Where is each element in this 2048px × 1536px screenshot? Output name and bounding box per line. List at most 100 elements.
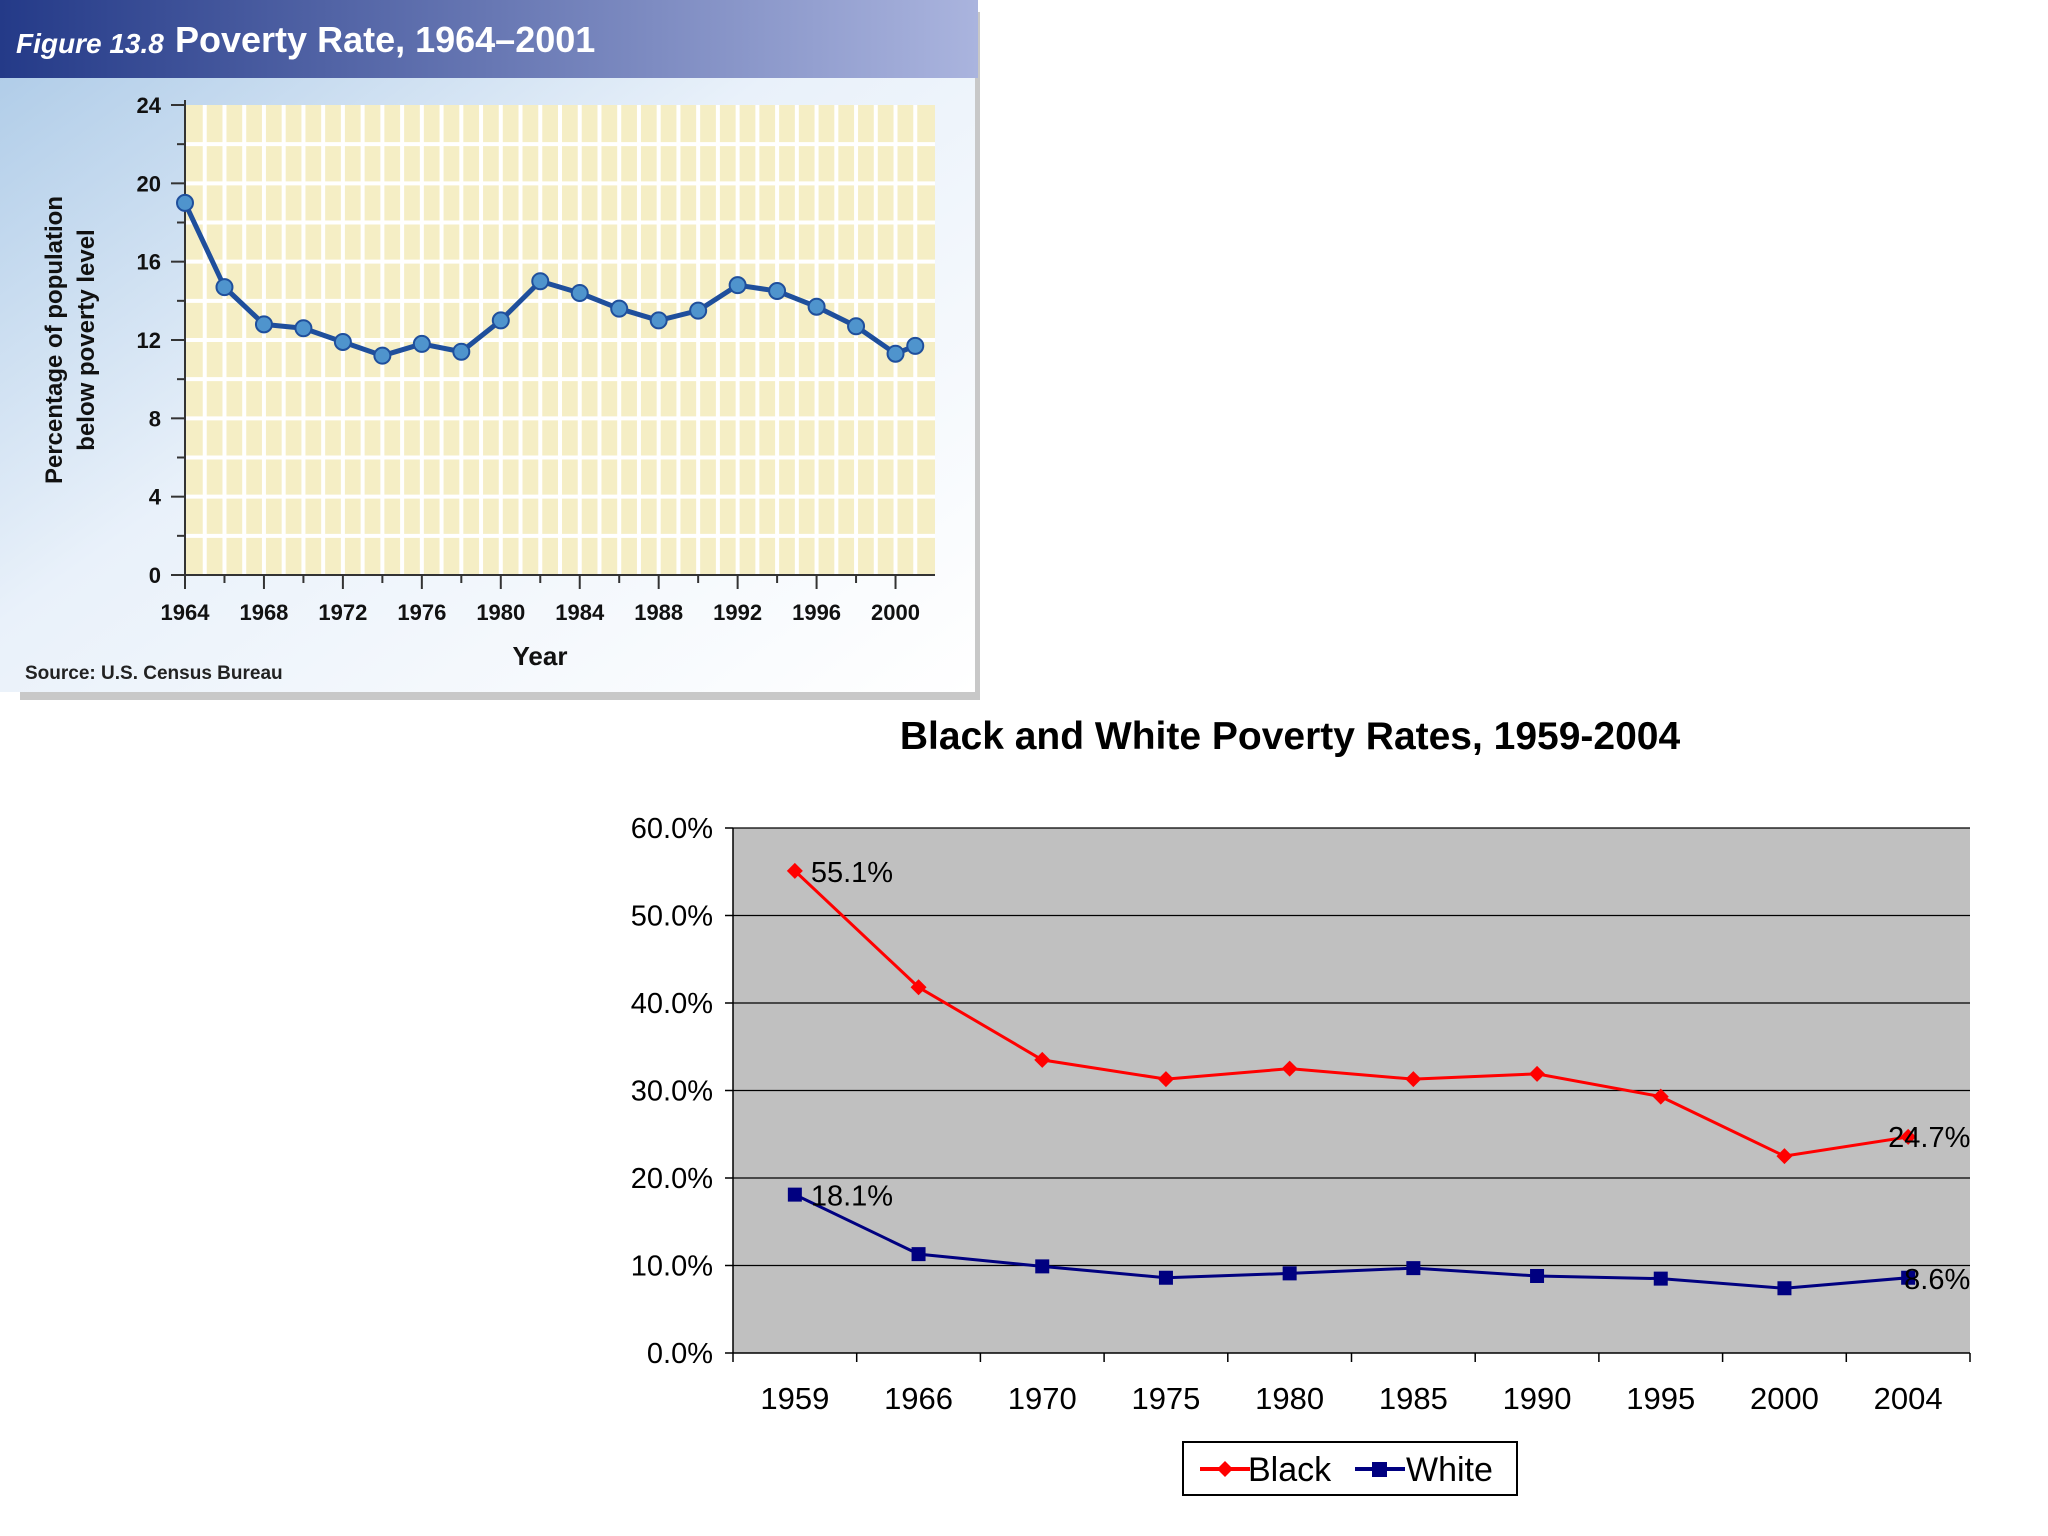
black-marker [1900, 1128, 1917, 1145]
x-tick-label: 1980 [476, 600, 525, 625]
black-marker [1529, 1065, 1546, 1082]
data-point [610, 299, 629, 318]
data-label-white-first: 18.1% [811, 1181, 893, 1213]
source-note: Source: U.S. Census Bureau [25, 663, 283, 684]
x-tick-label: 1976 [397, 600, 446, 625]
data-point [570, 284, 589, 302]
white-marker [1901, 1270, 1916, 1285]
data-point [294, 319, 313, 338]
y-tick-label: 50.0% [631, 901, 713, 933]
chart-title: Black and White Poverty Rates, 1959-2004 [900, 715, 1681, 758]
grid-lines [733, 827, 1970, 1267]
x-tick-label: 1995 [1626, 1381, 1695, 1416]
x-tick-labels: 1959 1966 1970 1975 1980 1985 1990 1995 2000 2004 [760, 1381, 1942, 1416]
data-points [176, 193, 925, 365]
black-white-poverty-chart: Black and White Poverty Rates, 1959-2004… [631, 715, 1971, 1496]
data-point [728, 276, 747, 295]
x-tick-label: 1970 [1008, 1381, 1077, 1416]
y-tick-label: 4 [149, 485, 162, 510]
y-tick-label: 24 [137, 93, 162, 118]
black-marker [1405, 1071, 1422, 1088]
grid-lines [185, 105, 935, 575]
y-tick-label: 10.0% [631, 1251, 713, 1283]
data-label-white-last: 8.6% [1904, 1264, 1970, 1296]
black-marker [786, 862, 803, 879]
y-tick-labels: 0.0% 10.0% 20.0% 30.0% 40.0% 50.0% 60.0% [631, 813, 713, 1370]
white-marker [1653, 1271, 1668, 1286]
data-point [215, 278, 234, 297]
white-marker [1158, 1270, 1173, 1285]
black-marker [910, 979, 927, 996]
x-tick-labels: 1964 1968 1972 1976 1980 1984 1988 1992 1996 2000 [161, 600, 920, 625]
legend-white-label: White [1406, 1451, 1493, 1489]
x-tick-label: 2004 [1874, 1381, 1943, 1416]
x-tick-label: 2000 [871, 600, 920, 625]
x-tick-label: 1990 [1503, 1381, 1572, 1416]
y-axis-title-line2: below poverty level [73, 229, 100, 450]
data-label-black-last: 24.7% [1888, 1122, 1970, 1154]
white-marker [911, 1247, 926, 1262]
axes [725, 827, 1971, 1362]
black-marker [1776, 1148, 1793, 1165]
data-point [491, 311, 510, 330]
x-tick-label: 1980 [1255, 1381, 1324, 1416]
white-marker [1035, 1259, 1050, 1274]
black-series-markers [786, 862, 1917, 1165]
black-series-line [793, 869, 1909, 1158]
y-tick-labels: 0 4 8 12 16 20 24 [137, 93, 162, 588]
data-point [886, 344, 905, 363]
x-tick-label: 1988 [634, 600, 683, 625]
poverty-rate-figure: Figure 13.8 Poverty Rate, 1964–2001 0 4 8 1… [0, 0, 980, 700]
y-tick-label: 8 [149, 406, 161, 431]
y-tick-label: 0 [149, 563, 161, 588]
white-marker [787, 1187, 802, 1202]
data-point [531, 272, 550, 291]
data-point [452, 342, 471, 361]
black-marker [1034, 1051, 1051, 1068]
data-point [807, 297, 826, 316]
x-tick-label: 1972 [318, 600, 367, 625]
black-marker [1157, 1071, 1174, 1088]
white-marker [1530, 1269, 1545, 1283]
y-tick-label: 20 [137, 171, 161, 196]
x-tick-label: 1959 [760, 1381, 829, 1416]
data-label-black-first: 55.1% [811, 857, 893, 889]
legend: Black White [1182, 1441, 1518, 1496]
figure-header-bar [0, 0, 978, 78]
data-point [689, 301, 708, 320]
white-marker [1282, 1266, 1297, 1281]
x-tick-label: 1966 [884, 1381, 953, 1416]
data-point [649, 311, 668, 330]
x-tick-label: 1996 [792, 600, 841, 625]
x-tick-label: 1968 [239, 600, 288, 625]
legend-black-marker [1217, 1461, 1233, 1477]
data-labels: 55.1% 24.7% 18.1% 8.6% [811, 857, 1971, 1296]
white-marker [1406, 1261, 1421, 1276]
white-series-markers [787, 1187, 1916, 1296]
x-tick-label: 1975 [1131, 1381, 1200, 1416]
x-tick-label: 1964 [161, 600, 211, 625]
x-tick-label: 1985 [1379, 1381, 1448, 1416]
data-point [847, 317, 866, 336]
y-tick-label: 60.0% [631, 813, 713, 845]
y-tick-label: 12 [137, 328, 161, 353]
data-point [176, 193, 194, 212]
x-axis-title: Year [513, 641, 568, 671]
data-point [333, 332, 352, 351]
data-point [768, 282, 787, 301]
white-series-line [794, 1193, 1909, 1290]
data-point [412, 334, 431, 353]
y-tick-label: 20.0% [631, 1163, 713, 1195]
data-point [254, 315, 273, 334]
y-tick-label: 16 [137, 250, 161, 275]
figure-label: Figure 13.8 [16, 28, 164, 59]
y-tick-label: 0.0% [647, 1338, 713, 1370]
axes [171, 100, 935, 589]
x-tick-label: 1992 [713, 600, 762, 625]
legend-white-marker [1372, 1462, 1387, 1477]
black-marker [1281, 1060, 1298, 1077]
y-tick-label: 40.0% [631, 988, 713, 1020]
y-axis-title-line1: Percentage of population [41, 196, 68, 484]
x-tick-label: 1984 [555, 600, 605, 625]
data-point [906, 336, 925, 355]
